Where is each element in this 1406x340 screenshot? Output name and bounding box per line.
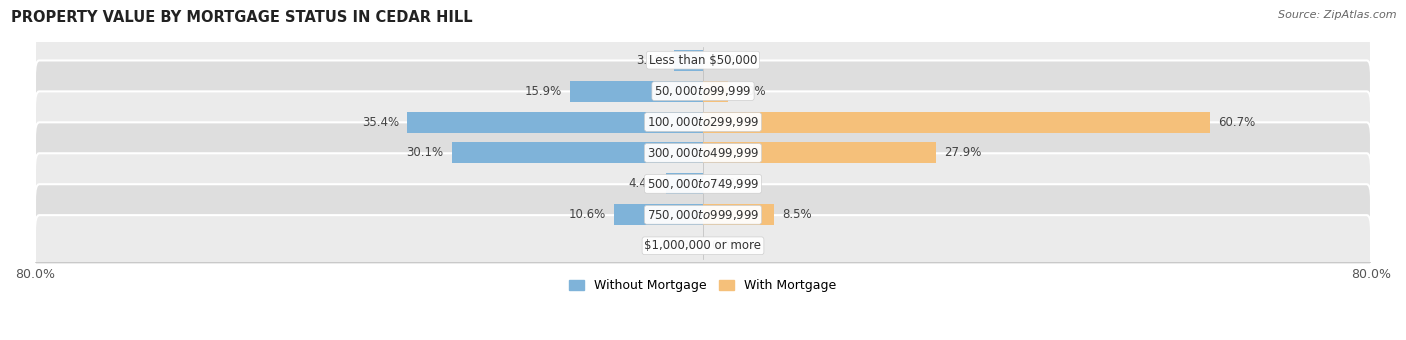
Text: 0.0%: 0.0% — [711, 177, 741, 190]
Text: $50,000 to $99,999: $50,000 to $99,999 — [654, 84, 752, 98]
Text: $1,000,000 or more: $1,000,000 or more — [644, 239, 762, 252]
Text: 4.4%: 4.4% — [628, 177, 658, 190]
FancyBboxPatch shape — [35, 122, 1371, 184]
FancyBboxPatch shape — [35, 30, 1371, 91]
FancyBboxPatch shape — [35, 215, 1371, 276]
Text: 10.6%: 10.6% — [569, 208, 606, 221]
Bar — [673, 50, 703, 71]
Text: Source: ZipAtlas.com: Source: ZipAtlas.com — [1278, 10, 1396, 20]
Text: $500,000 to $749,999: $500,000 to $749,999 — [647, 177, 759, 191]
Text: 8.5%: 8.5% — [782, 208, 811, 221]
Text: 30.1%: 30.1% — [406, 147, 443, 159]
Text: 27.9%: 27.9% — [945, 147, 981, 159]
Bar — [408, 112, 703, 133]
Bar — [571, 81, 703, 102]
Text: 35.4%: 35.4% — [361, 116, 399, 129]
Text: $750,000 to $999,999: $750,000 to $999,999 — [647, 208, 759, 222]
Text: 3.5%: 3.5% — [636, 54, 665, 67]
Bar — [703, 142, 936, 164]
Text: $300,000 to $499,999: $300,000 to $499,999 — [647, 146, 759, 160]
Legend: Without Mortgage, With Mortgage: Without Mortgage, With Mortgage — [564, 274, 842, 298]
Bar — [703, 204, 773, 225]
FancyBboxPatch shape — [35, 91, 1371, 153]
Text: 0.0%: 0.0% — [665, 239, 695, 252]
Bar — [614, 204, 703, 225]
Text: 0.0%: 0.0% — [711, 239, 741, 252]
Bar — [703, 81, 728, 102]
Text: Less than $50,000: Less than $50,000 — [648, 54, 758, 67]
FancyBboxPatch shape — [35, 153, 1371, 215]
Text: 0.0%: 0.0% — [711, 54, 741, 67]
Bar — [451, 142, 703, 164]
Text: 60.7%: 60.7% — [1218, 116, 1256, 129]
Bar — [703, 112, 1209, 133]
FancyBboxPatch shape — [35, 184, 1371, 245]
FancyBboxPatch shape — [35, 61, 1371, 122]
Text: $100,000 to $299,999: $100,000 to $299,999 — [647, 115, 759, 129]
Text: 15.9%: 15.9% — [524, 85, 562, 98]
Text: 3.0%: 3.0% — [737, 85, 766, 98]
Text: PROPERTY VALUE BY MORTGAGE STATUS IN CEDAR HILL: PROPERTY VALUE BY MORTGAGE STATUS IN CED… — [11, 10, 472, 25]
Bar — [666, 173, 703, 194]
